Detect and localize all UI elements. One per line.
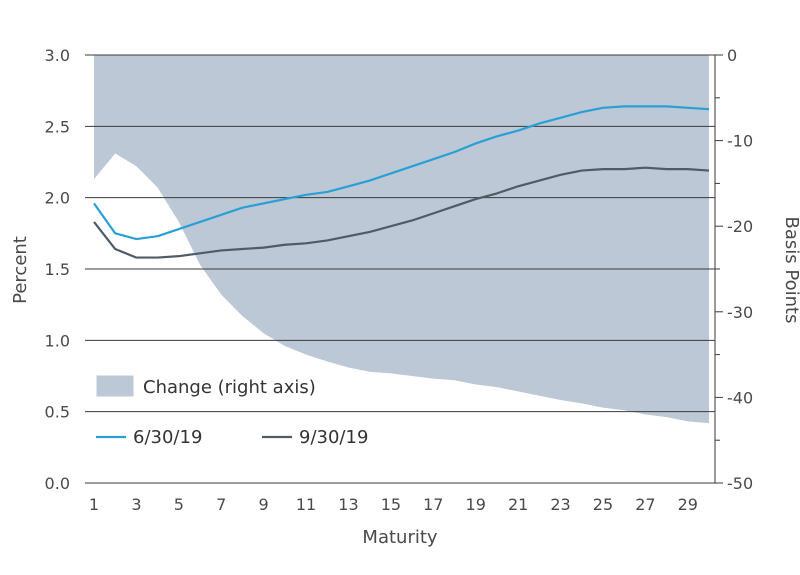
- legend-swatch-change: [95, 374, 135, 398]
- y-axis-title-left: Percent: [10, 236, 31, 304]
- legend: Change (right axis) 6/30/19 9/30/19: [95, 374, 368, 448]
- line-series-6-30-19: [93, 105, 710, 241]
- y2-tick-label: -30: [727, 303, 753, 322]
- x-tick-label: 13: [338, 495, 358, 514]
- y-tick-label: 0.0: [45, 474, 70, 493]
- x-tick-label: 17: [423, 495, 443, 514]
- x-tick-label: 19: [466, 495, 486, 514]
- legend-label-6-30-19: 6/30/19: [133, 427, 202, 448]
- y-tick-label: 1.5: [45, 260, 70, 279]
- y2-tick-label: -40: [727, 388, 753, 407]
- y-tick-label: 2.5: [45, 117, 70, 136]
- y2-tick-label: -20: [727, 217, 753, 236]
- y-tick-label: 0.5: [45, 403, 70, 422]
- legend-label-9-30-19: 9/30/19: [299, 427, 368, 448]
- x-axis-title: Maturity: [362, 527, 437, 548]
- grid-layer: [85, 54, 715, 484]
- y-tick-label: 3.0: [45, 46, 70, 65]
- area-layer: [94, 55, 709, 424]
- x-tick-label: 9: [259, 495, 269, 514]
- legend-label-change: Change (right axis): [143, 377, 316, 398]
- line-layer: [93, 105, 710, 259]
- y-axis-title-right: Basis Points: [781, 217, 800, 324]
- x-tick-label: 11: [296, 495, 316, 514]
- y-tick-label: 2.0: [45, 189, 70, 208]
- x-tick-label: 3: [131, 495, 141, 514]
- x-tick-label: 1: [89, 495, 99, 514]
- x-tick-label: 15: [381, 495, 401, 514]
- x-tick-label: 23: [550, 495, 570, 514]
- x-tick-label: 5: [174, 495, 184, 514]
- x-tick-label: 25: [593, 495, 613, 514]
- y2-tick-label: -50: [727, 474, 753, 493]
- y2-tick-label: 0: [727, 46, 737, 65]
- x-tick-label: 27: [635, 495, 655, 514]
- x-tick-label: 21: [508, 495, 528, 514]
- x-tick-label: 7: [216, 495, 226, 514]
- y-tick-label: 1.0: [45, 331, 70, 350]
- y2-tick-label: -10: [727, 132, 753, 151]
- x-tick-label: 29: [678, 495, 698, 514]
- line-series-9-30-19: [93, 166, 710, 259]
- area-series-change: [94, 55, 709, 424]
